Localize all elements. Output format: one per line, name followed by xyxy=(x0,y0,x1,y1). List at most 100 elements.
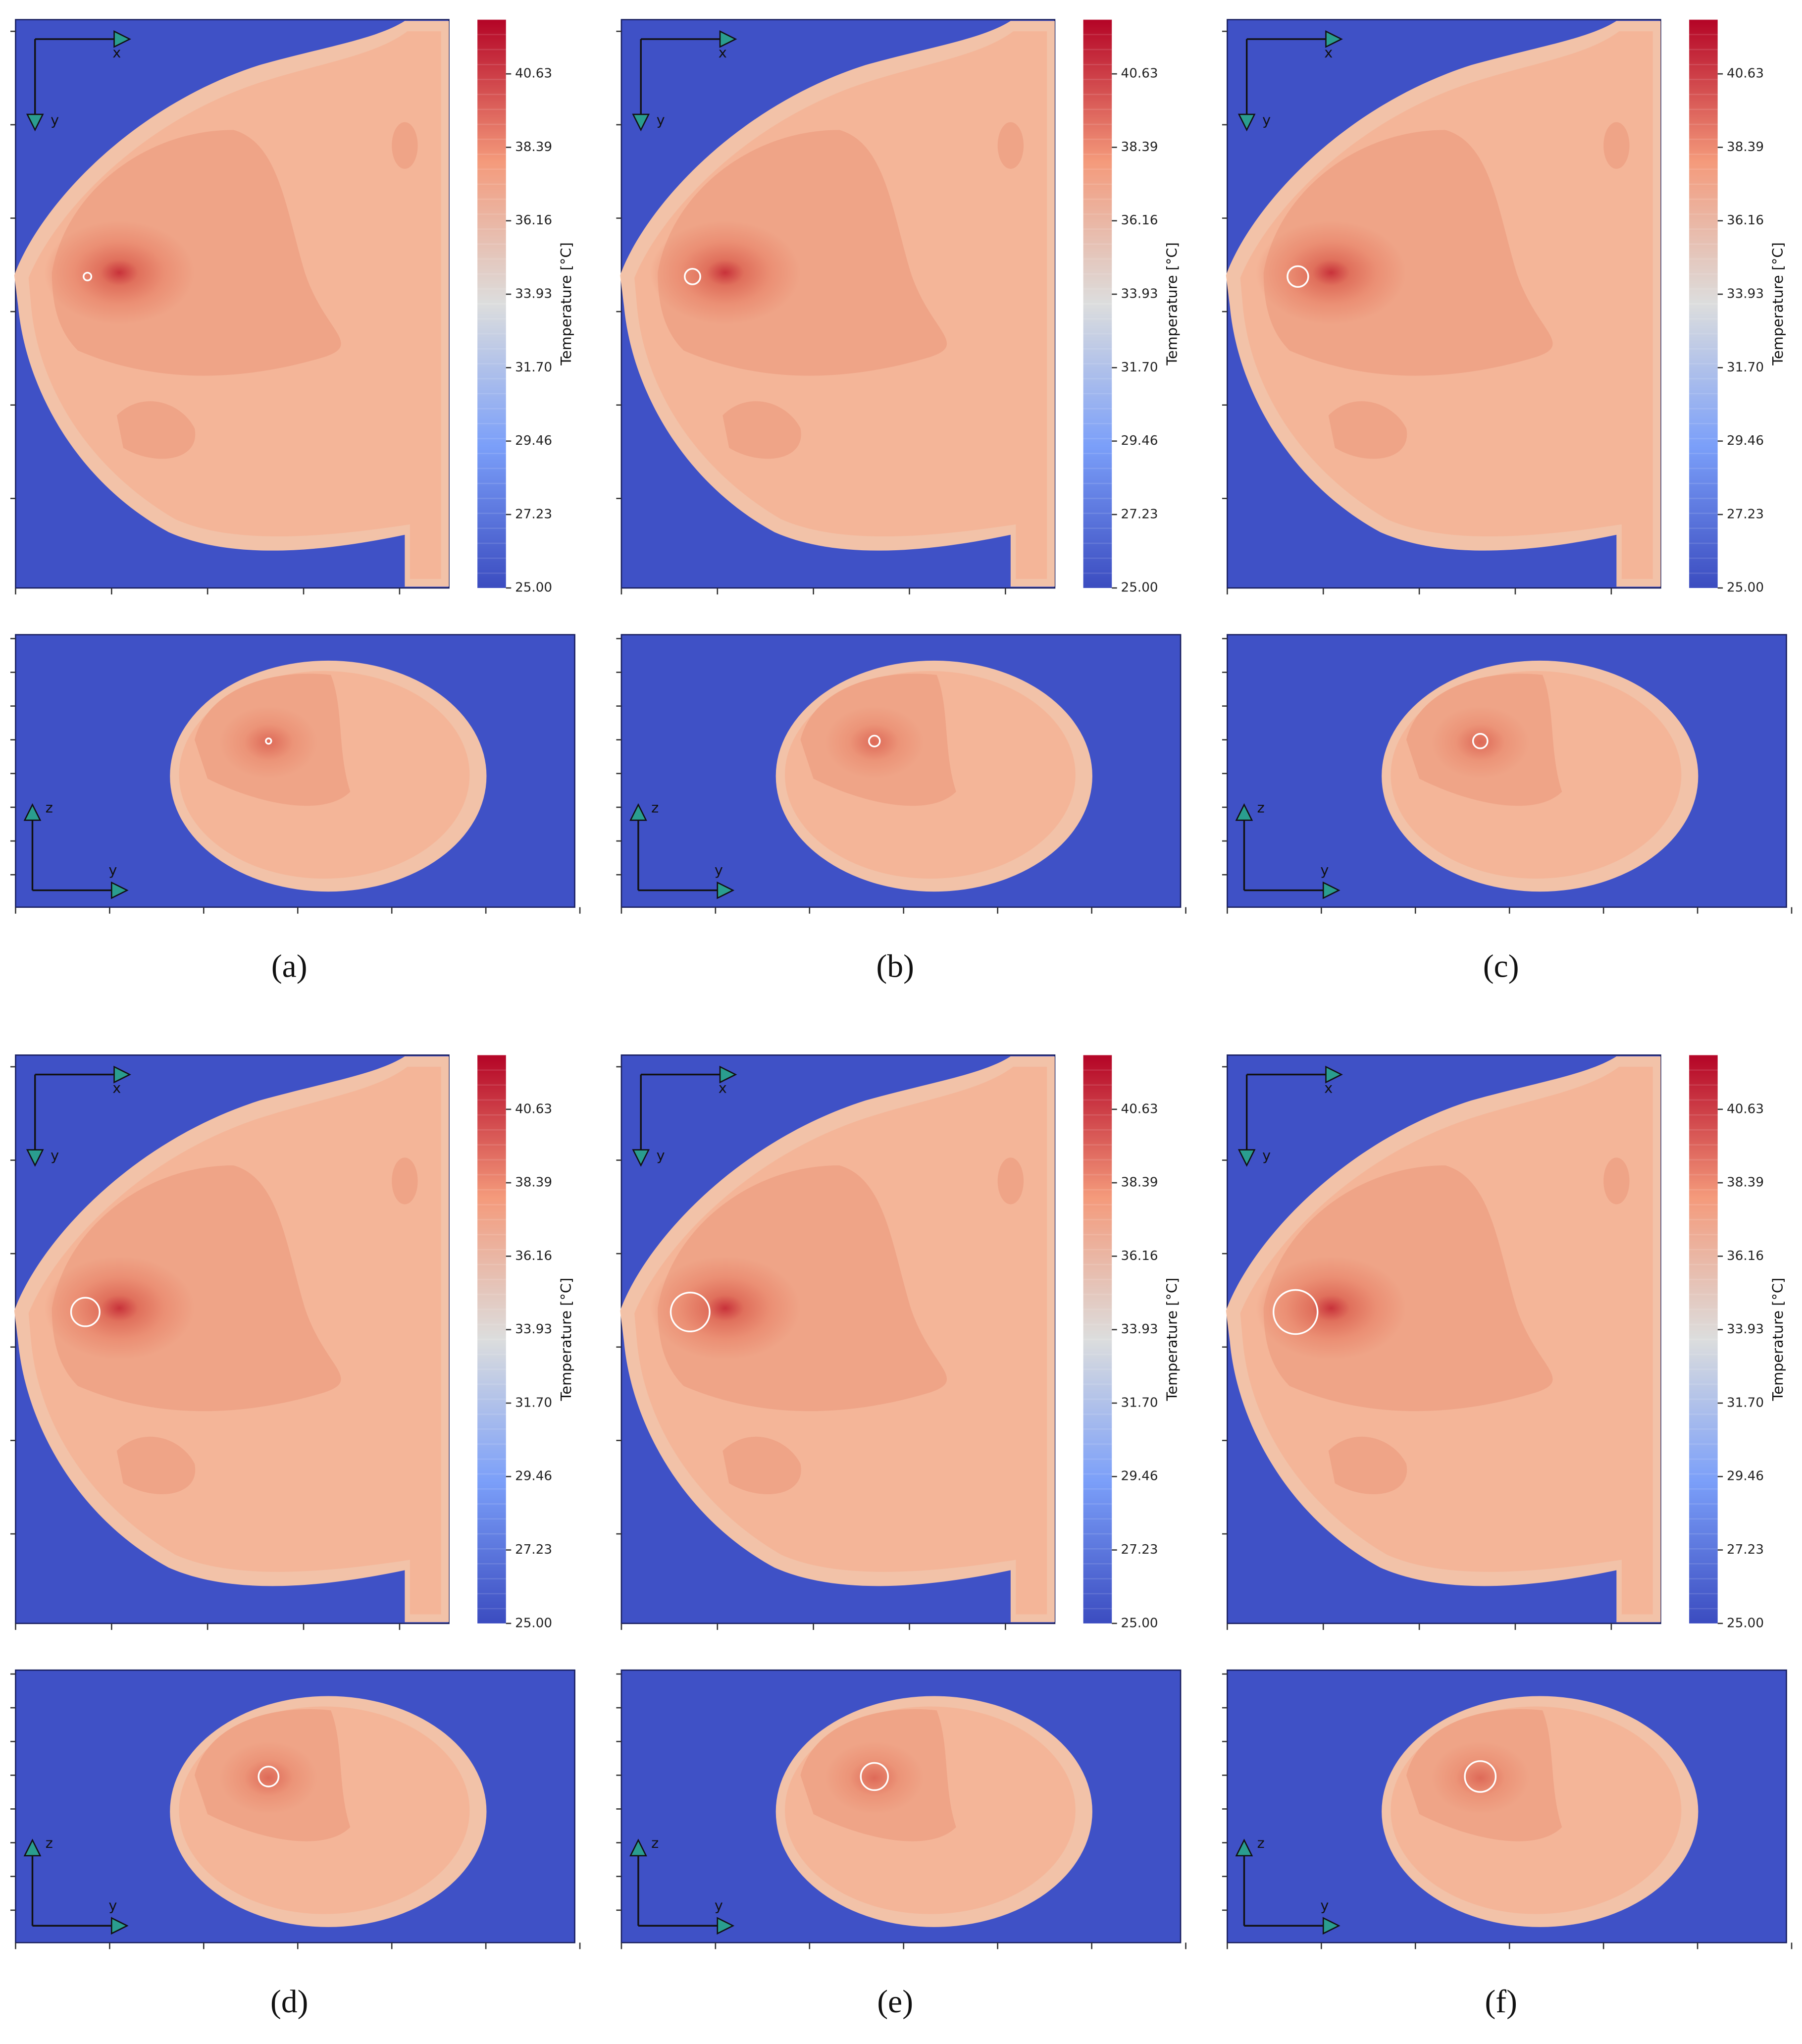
colorbar-tick-label: 38.39 xyxy=(515,1175,552,1190)
colorbar-tick-label: 38.39 xyxy=(1121,140,1158,155)
colorbar-tick-label: 36.16 xyxy=(515,213,552,228)
colorbar-label: Temperature [°C] xyxy=(1163,242,1180,366)
colorbar-tick-label: 40.63 xyxy=(515,66,552,81)
colorbar xyxy=(1689,19,1718,588)
axis-arrow-head xyxy=(110,1917,129,1935)
colorbar xyxy=(477,1055,506,1624)
axis-label: y xyxy=(51,1147,59,1164)
colorbar-tick-label: 25.00 xyxy=(515,1616,552,1630)
tumor-outline xyxy=(265,737,272,745)
hot-spot xyxy=(1431,1741,1530,1814)
axis-arrow-head xyxy=(1322,1917,1340,1935)
colorbar-tick-label: 29.46 xyxy=(515,1469,552,1484)
colorbar-tick-label: 40.63 xyxy=(1727,66,1764,81)
axis-arrow-head xyxy=(23,803,42,821)
colorbar xyxy=(1083,1055,1112,1624)
axis-label: z xyxy=(46,1834,53,1851)
colorbar-tick-label: 33.93 xyxy=(515,287,552,302)
hot-spot xyxy=(44,220,195,325)
axis-arrow-head xyxy=(1322,881,1340,899)
axis-label: z xyxy=(1257,799,1265,816)
axis-label: y xyxy=(1262,1147,1271,1164)
colorbar-tick-label: 27.23 xyxy=(1121,507,1158,522)
colorbar-label: Temperature [°C] xyxy=(1769,242,1786,366)
axis-arrow-head xyxy=(1235,803,1253,821)
colorbar-tick-label: 38.39 xyxy=(1727,1175,1764,1190)
axis-label: x xyxy=(719,1079,727,1096)
colorbar-tick-label: 36.16 xyxy=(1121,1249,1158,1263)
axis-arrow-head xyxy=(717,1917,735,1935)
panel-label: (c) xyxy=(1483,948,1519,984)
axis-label: z xyxy=(651,799,659,816)
colorbar-tick-label: 40.63 xyxy=(1727,1101,1764,1116)
colorbar xyxy=(1689,1055,1718,1624)
colorbar-tick-label: 29.46 xyxy=(1121,1469,1158,1484)
colorbar-label: Temperature [°C] xyxy=(558,242,574,366)
panel-label: (a) xyxy=(271,948,308,984)
warm-zone xyxy=(722,401,801,459)
panel-label: (e) xyxy=(877,1984,913,2020)
colorbar-tick-label: 25.00 xyxy=(1121,1616,1158,1630)
axis-arrow-head xyxy=(26,113,44,132)
panel: x y 25.00 27.23 29.46 31.70 33.93 36.16 38.39 40.… xyxy=(1222,1054,1793,2020)
colorbar-tick-label: 40.63 xyxy=(1121,66,1158,81)
colorbar-tick-label: 29.46 xyxy=(1121,433,1158,448)
colorbar-tick-label: 27.23 xyxy=(1727,507,1764,522)
panel: x y 25.00 27.23 29.46 31.70 33.93 36.16 38.39 40.… xyxy=(616,19,1186,984)
axis-arrow-head xyxy=(113,1065,131,1084)
axis-arrow-head xyxy=(719,1065,737,1084)
axis-arrow-head xyxy=(1237,113,1256,132)
axis-arrow-head xyxy=(719,30,737,48)
axis-label: x xyxy=(1324,44,1333,61)
colorbar-tick-label: 40.63 xyxy=(1121,1101,1158,1116)
colorbar-tick-label: 29.46 xyxy=(1727,1469,1764,1484)
panel: x y 25.00 27.23 29.46 31.70 33.93 36.16 38.39 40.… xyxy=(10,19,581,984)
tumor-outline xyxy=(1287,265,1309,288)
axis-arrow-head xyxy=(1325,1065,1343,1084)
warm-zone xyxy=(1328,401,1407,459)
colorbar-tick-label: 33.93 xyxy=(1727,1322,1764,1337)
warm-zone xyxy=(1328,1436,1407,1494)
axis-label: y xyxy=(108,1897,117,1914)
colorbar-tick-label: 38.39 xyxy=(1727,140,1764,155)
axis-arrow-head xyxy=(1237,1149,1256,1167)
tumor-outline xyxy=(1472,733,1489,749)
axis-label: y xyxy=(715,861,723,878)
colorbar-label: Temperature [°C] xyxy=(1769,1278,1786,1402)
colorbar-tick-label: 25.00 xyxy=(1727,580,1764,595)
axis-arrow-head xyxy=(23,1838,42,1857)
colorbar-tick-label: 29.46 xyxy=(515,433,552,448)
colorbar-tick-label: 31.70 xyxy=(515,1395,552,1410)
panel-label: (f) xyxy=(1485,1984,1517,2020)
hot-spot xyxy=(825,706,924,779)
warm-zone xyxy=(722,1436,801,1494)
colorbar-tick-label: 36.16 xyxy=(515,1249,552,1263)
tumor-outline xyxy=(83,271,93,281)
axis-arrow-head xyxy=(26,1149,44,1167)
tumor-outline xyxy=(669,1292,711,1333)
axis-label: x xyxy=(112,44,121,61)
hot-spot xyxy=(44,1256,195,1360)
colorbar-tick-label: 36.16 xyxy=(1121,213,1158,228)
axis-label: y xyxy=(1262,111,1271,128)
tumor-outline xyxy=(684,267,701,285)
colorbar-tick-label: 33.93 xyxy=(1727,287,1764,302)
warm-zone xyxy=(1603,122,1630,169)
colorbar-tick-label: 25.00 xyxy=(1121,580,1158,595)
colorbar-tick-label: 25.00 xyxy=(1727,1616,1764,1630)
colorbar-tick-label: 33.93 xyxy=(1121,287,1158,302)
axis-arrow-head xyxy=(113,30,131,48)
axis-label: y xyxy=(657,111,665,128)
tumor-outline xyxy=(70,1297,101,1327)
panel: x y 25.00 27.23 29.46 31.70 33.93 36.16 38.39 40.… xyxy=(1222,19,1793,984)
axis-label: y xyxy=(51,111,59,128)
colorbar xyxy=(1083,19,1112,588)
axis-arrow-head xyxy=(1325,30,1343,48)
axis-label: z xyxy=(651,1834,659,1851)
colorbar-tick-label: 27.23 xyxy=(1727,1542,1764,1557)
hot-spot xyxy=(825,1741,924,1814)
colorbar-tick-label: 29.46 xyxy=(1727,433,1764,448)
warm-zone xyxy=(997,122,1024,169)
colorbar-tick-label: 27.23 xyxy=(515,1542,552,1557)
